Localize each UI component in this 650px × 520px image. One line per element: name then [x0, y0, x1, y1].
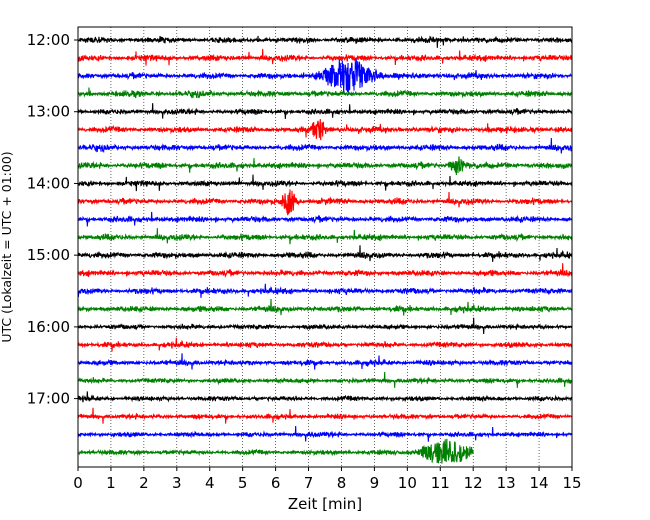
x-tick-label: 3 — [172, 474, 182, 492]
trace-1500 — [77, 245, 573, 262]
trace-1630 — [77, 353, 573, 370]
x-tick-label: 10 — [398, 474, 417, 492]
x-axis-label: Zeit [min] — [288, 495, 362, 513]
x-tick-label: 11 — [431, 474, 450, 492]
plot-frame — [77, 26, 573, 468]
trace-1730 — [77, 425, 573, 442]
x-tick-label: 1 — [106, 474, 116, 492]
x-tick-label: 5 — [238, 474, 248, 492]
trace-1245 — [77, 87, 573, 99]
x-tick-label: 2 — [139, 474, 149, 492]
grid-lines — [110, 27, 540, 467]
trace-1415 — [77, 189, 573, 216]
trace-1545 — [77, 298, 573, 316]
trace-1215 — [77, 48, 573, 66]
x-tick-label: 13 — [497, 474, 516, 492]
y-axis: 12:00 13:00 14:00 15:00 16:00 17:00 — [27, 31, 78, 408]
trace-1430 — [77, 211, 573, 227]
trace-1600 — [77, 317, 573, 334]
y-tick-label: 17:00 — [27, 390, 70, 408]
y-tick-label: 14:00 — [27, 174, 70, 192]
x-tick-label: 9 — [370, 474, 380, 492]
trace-1645 — [77, 372, 573, 388]
trace-1530 — [77, 283, 573, 298]
trace-1330 — [77, 137, 573, 154]
trace-1345 — [77, 156, 573, 175]
trace-1400 — [77, 174, 573, 192]
x-tick-label: 14 — [530, 474, 549, 492]
trace-1445 — [77, 228, 573, 245]
x-tick-label: 15 — [562, 474, 581, 492]
x-tick-label: 7 — [304, 474, 314, 492]
x-tick-label: 6 — [271, 474, 281, 492]
trace-1315 — [77, 119, 573, 141]
trace-1745 — [77, 438, 474, 464]
trace-1200 — [77, 35, 573, 48]
x-axis: 0 1 2 3 4 5 6 7 8 9 10 11 12 13 14 15 — [73, 467, 582, 492]
trace-1230 — [77, 58, 573, 95]
y-tick-label: 15:00 — [27, 246, 70, 264]
y-axis-label: UTC (Lokalzeit = UTC + 01:00) — [0, 151, 14, 342]
trace-1615 — [77, 337, 573, 352]
x-tick-label: 8 — [337, 474, 347, 492]
seismic-traces — [77, 35, 573, 464]
x-tick-label: 4 — [205, 474, 215, 492]
y-tick-label: 13:00 — [27, 103, 70, 121]
x-tick-label: 12 — [464, 474, 483, 492]
x-tick-label: 0 — [73, 474, 83, 492]
trace-1700 — [77, 391, 573, 403]
y-tick-label: 12:00 — [27, 31, 70, 49]
trace-1300 — [77, 103, 573, 119]
trace-1515 — [77, 263, 573, 279]
y-tick-label: 16:00 — [27, 318, 70, 336]
trace-1715 — [77, 407, 573, 424]
